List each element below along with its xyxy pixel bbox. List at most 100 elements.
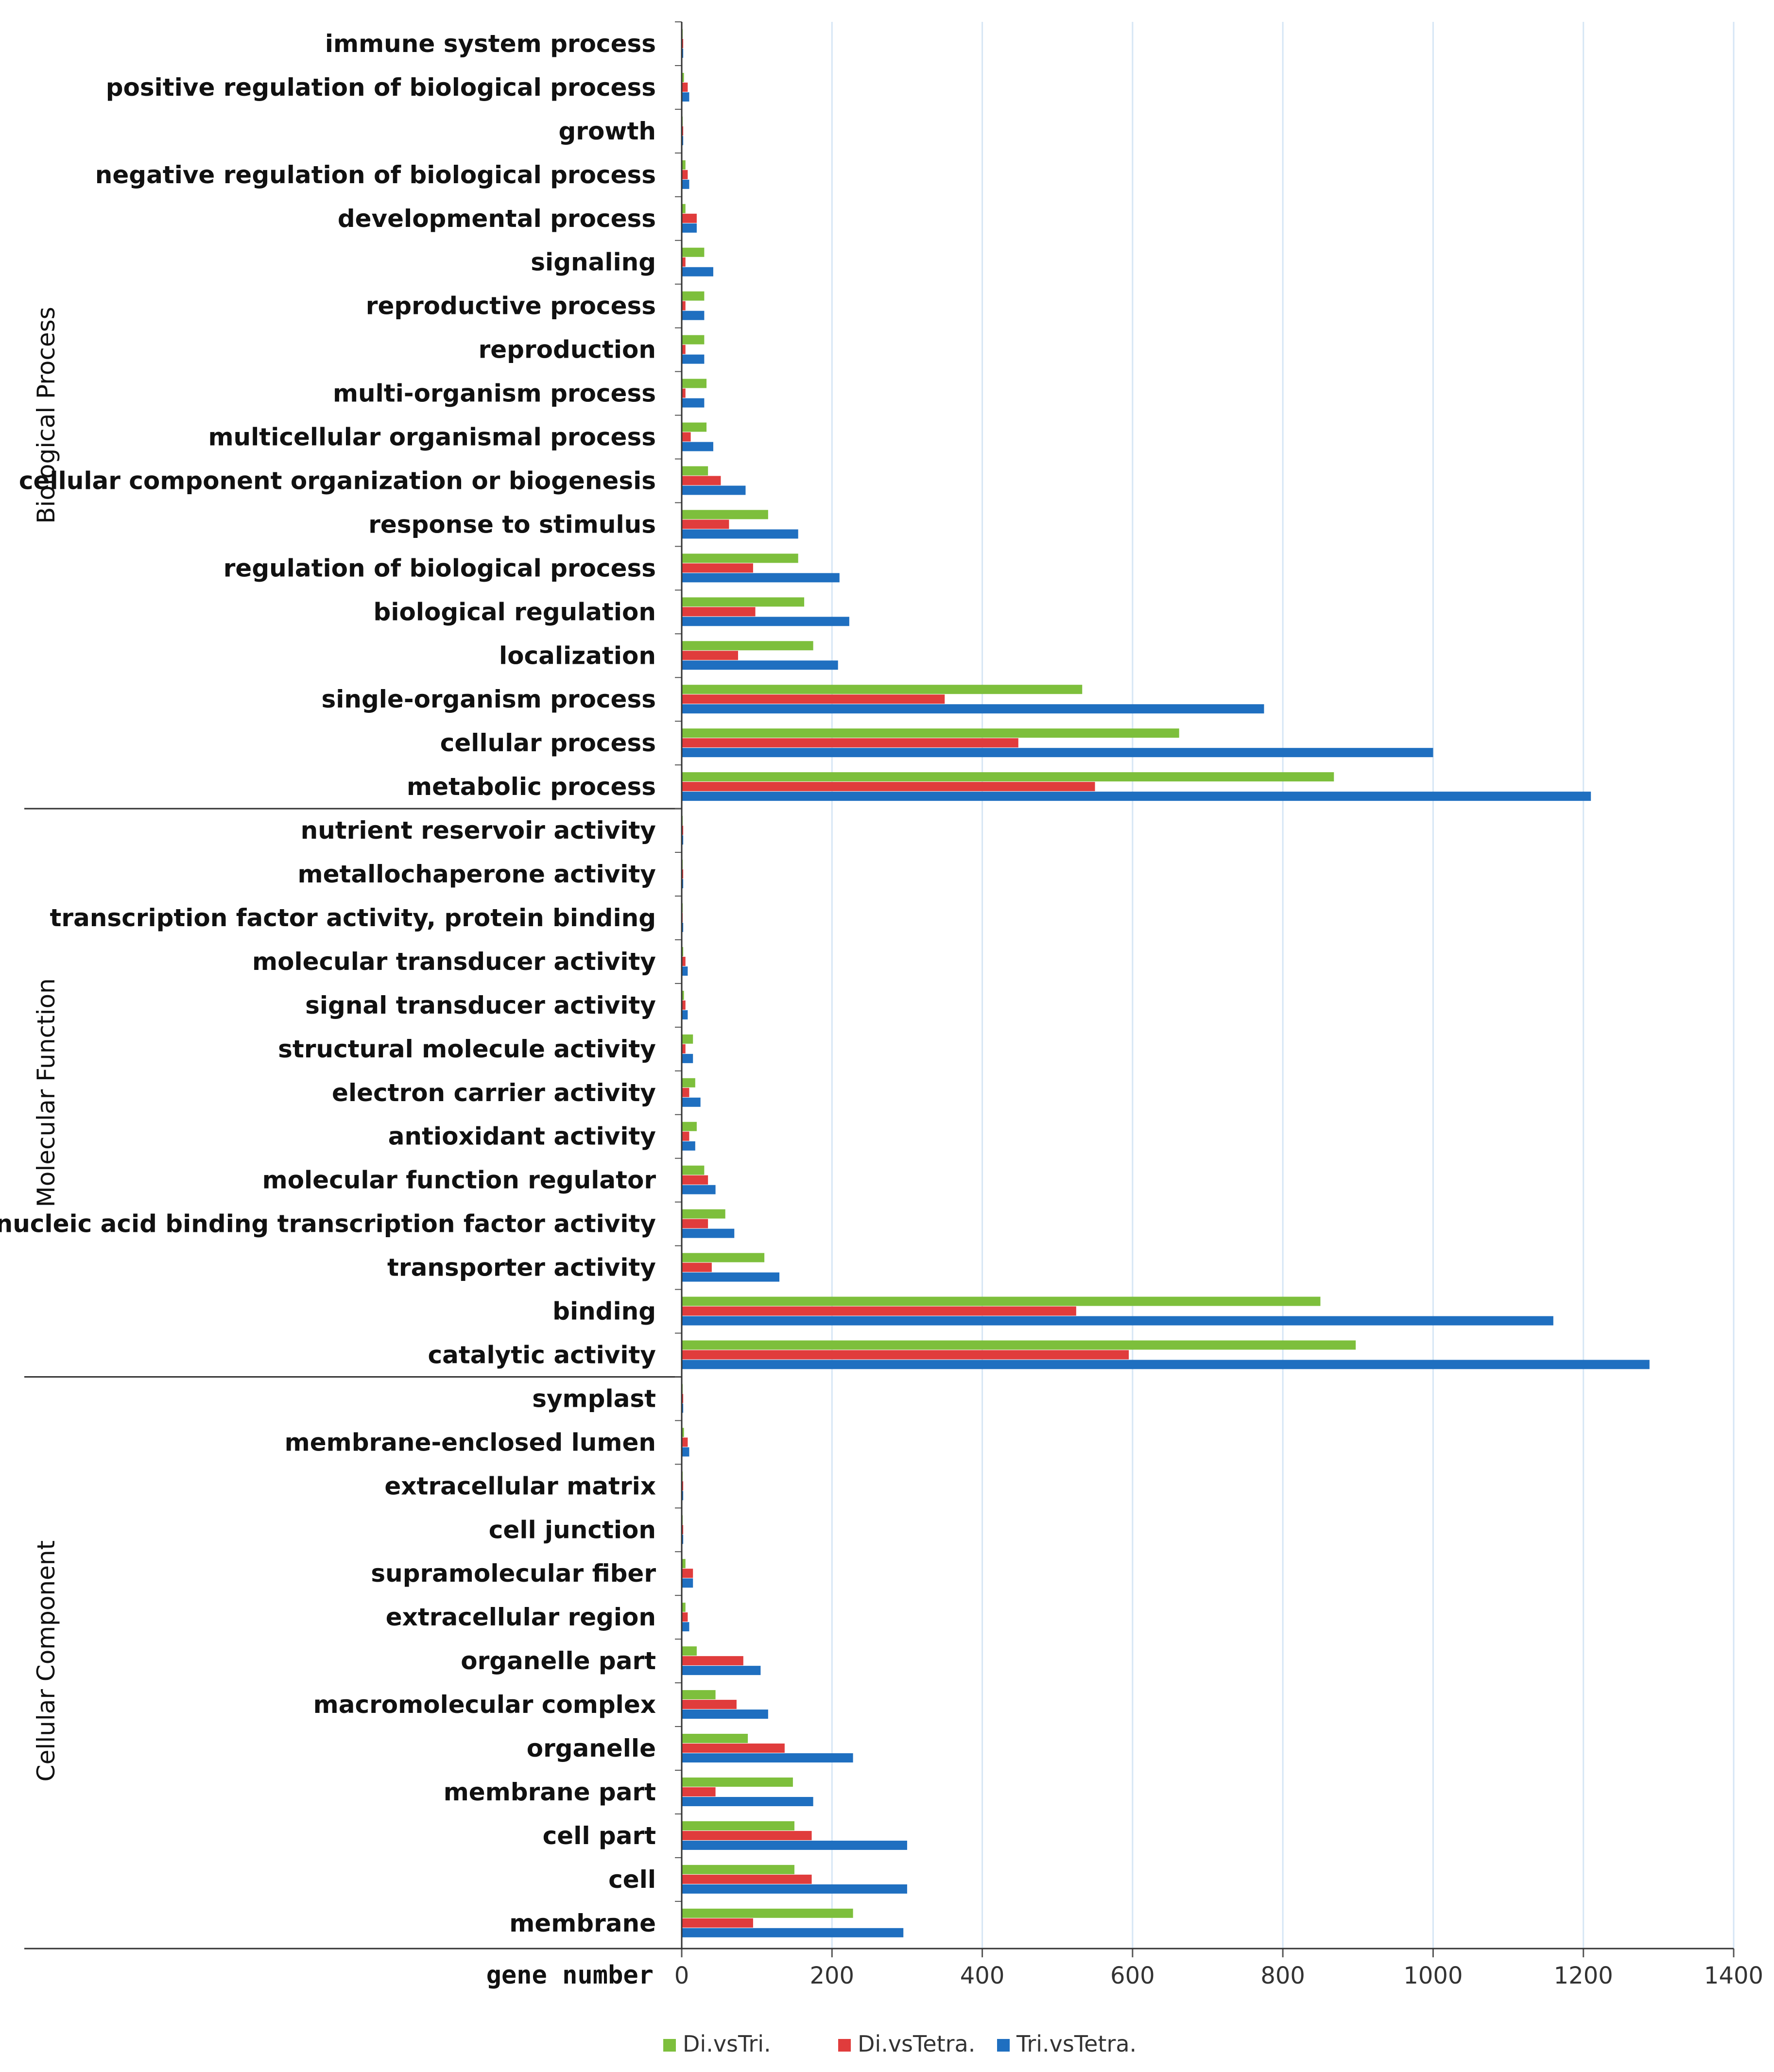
category-label: cell [608,1865,656,1894]
x-axis-label: gene number [486,1961,654,1990]
bar-divstetra [682,1569,693,1578]
category-label: symplast [532,1384,656,1413]
bar-divstri [682,553,798,563]
bar-divstetra [682,1874,812,1884]
bar-divstri [682,1603,686,1612]
bar-divstri [682,1428,684,1437]
bar-trivstetra [682,792,1591,801]
bar-divstri [682,1165,705,1175]
bar-divstetra [682,213,697,223]
bar-divstri [682,990,684,1000]
bar-trivstetra [682,1622,689,1632]
x-tick-label: 200 [809,1962,854,1989]
category-label: macromolecular complex [313,1691,656,1719]
bar-trivstetra [682,1796,813,1806]
bar-divstri [682,247,705,257]
bar-trivstetra [682,922,684,932]
bar-divstetra [682,738,1018,748]
bar-marks [682,29,1650,1937]
category-label: extracellular matrix [384,1472,656,1500]
category-label: organelle [527,1734,656,1762]
category-label: negative regulation of biological proces… [95,161,656,189]
category-label: transcription factor activity, protein b… [50,904,656,932]
category-label: signal transducer activity [305,991,656,1019]
bar-divstri [682,422,707,432]
category-label: response to stimulus [368,510,656,538]
bar-trivstetra [682,1840,907,1850]
bar-trivstetra [682,1228,735,1238]
category-label: multicellular organismal process [208,423,656,451]
category-label: molecular transducer activity [252,948,656,976]
bar-divstetra [682,826,684,835]
bar-trivstetra [682,1272,780,1282]
bar-trivstetra [682,1185,716,1194]
bar-divstetra [682,1044,686,1053]
category-label: multi-organism process [333,380,656,408]
bar-trivstetra [682,1053,693,1063]
bar-divstetra [682,1262,712,1272]
bar-divstri [682,1034,693,1044]
vertical-gridlines [831,22,1735,1949]
bar-divstri [682,597,805,607]
bar-divstetra [682,1744,785,1753]
bar-divstetra [682,432,691,442]
bar-divstetra [682,1394,684,1403]
category-label: regulation of biological process [224,554,656,582]
bar-divstri [682,1690,716,1700]
category-label: binding [552,1297,656,1326]
category-label: cell part [543,1822,656,1850]
x-tick-label: 800 [1260,1962,1305,1989]
category-label: structural molecule activity [278,1035,656,1063]
category-label: metallochaperone activity [297,860,656,888]
bar-trivstetra [682,1491,684,1501]
bar-trivstetra [682,1010,688,1019]
bar-divstetra [682,694,945,704]
bar-divstetra [682,1175,708,1185]
category-label: electron carrier activity [332,1079,656,1107]
legend-swatch [663,2039,676,2052]
bar-trivstetra [682,529,798,539]
legend-label: Di.vsTetra. [858,2031,975,2057]
legend: Di.vsTri. Di.vsTetra. Tri.vsTetra. [663,2031,1137,2057]
category-label: single-organism process [321,685,656,713]
bar-divstetra [682,1219,708,1228]
chart-axes [24,21,1735,1957]
bar-divstri [682,1296,1321,1306]
legend-swatch [997,2039,1010,2052]
bar-divstri [682,379,707,388]
bar-divstetra [682,257,686,267]
bar-trivstetra [682,1884,907,1894]
x-tick-label: 600 [1110,1962,1155,1989]
category-label: cell junction [489,1516,656,1544]
bar-divstetra [682,651,738,660]
bar-trivstetra [682,398,705,408]
bar-divstetra [682,1525,684,1535]
bar-trivstetra [682,267,713,276]
bar-divstetra [682,170,688,179]
category-label: reproduction [479,336,656,364]
bar-divstri [682,1646,697,1656]
bar-divstri [682,728,1179,738]
group-label: Biological Process [32,307,60,523]
bar-divstri [682,1734,748,1744]
bar-divstri [682,160,686,170]
bar-divstetra [682,82,688,92]
bar-divstri [682,1122,697,1131]
bar-divstetra [682,607,756,617]
bar-divstri [682,1559,686,1569]
category-label: nutrient reservoir activity [301,816,656,845]
bar-trivstetra [682,835,684,845]
bar-trivstetra [682,1403,684,1413]
bar-trivstetra [682,179,689,189]
category-label: transporter activity [387,1254,656,1282]
bar-divstetra [682,1306,1076,1316]
bar-divstri [682,204,686,213]
bar-trivstetra [682,1360,1650,1369]
bar-divstetra [682,345,686,354]
x-tick-label: 0 [674,1962,689,1989]
x-tick-label: 1000 [1403,1962,1463,1989]
bar-trivstetra [682,1535,684,1544]
category-label: organelle part [461,1647,656,1675]
category-label: growth [559,117,656,145]
